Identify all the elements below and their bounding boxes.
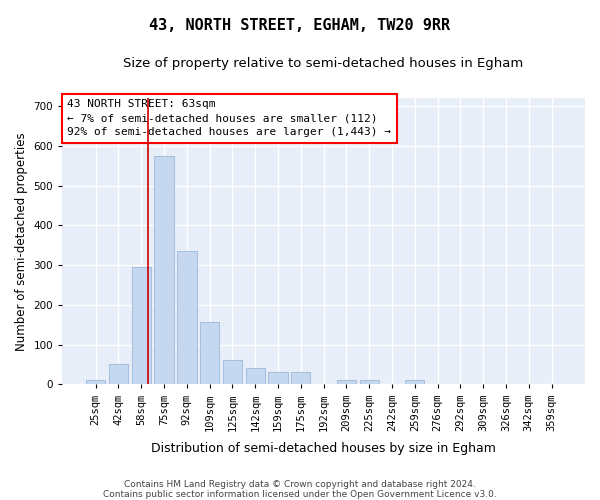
Bar (291, 372, 310, 384)
Bar (405, 380, 424, 384)
Text: 43 NORTH STREET: 63sqm
← 7% of semi-detached houses are smaller (112)
92% of sem: 43 NORTH STREET: 63sqm ← 7% of semi-deta… (67, 100, 391, 138)
Bar (245, 368, 265, 384)
Bar (86, 380, 106, 384)
X-axis label: Distribution of semi-detached houses by size in Egham: Distribution of semi-detached houses by … (151, 442, 496, 455)
Text: 43, NORTH STREET, EGHAM, TW20 9RR: 43, NORTH STREET, EGHAM, TW20 9RR (149, 18, 451, 32)
Bar (268, 372, 288, 384)
Bar (177, 251, 197, 384)
Title: Size of property relative to semi-detached houses in Egham: Size of property relative to semi-detach… (124, 58, 524, 70)
Text: Contains HM Land Registry data © Crown copyright and database right 2024.: Contains HM Land Registry data © Crown c… (124, 480, 476, 489)
Bar (200, 322, 220, 384)
Bar (131, 267, 151, 384)
Bar (109, 364, 128, 384)
Bar (154, 156, 174, 384)
Bar (223, 360, 242, 384)
Text: Contains public sector information licensed under the Open Government Licence v3: Contains public sector information licen… (103, 490, 497, 499)
Bar (359, 380, 379, 384)
Y-axis label: Number of semi-detached properties: Number of semi-detached properties (15, 132, 28, 350)
Bar (337, 380, 356, 384)
